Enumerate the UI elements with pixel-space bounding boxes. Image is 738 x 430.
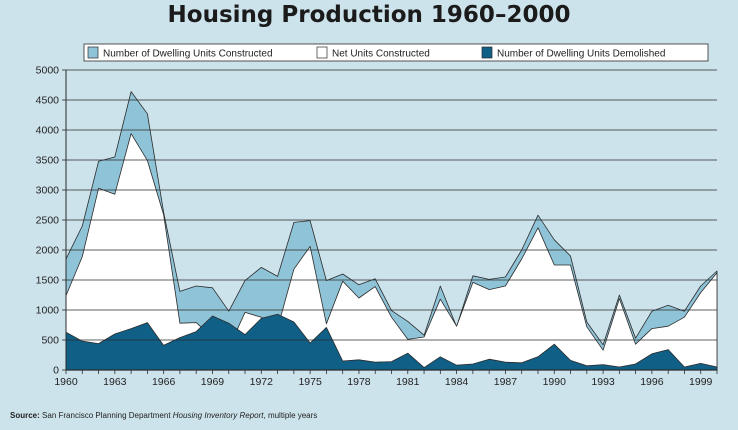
x-tick-label: 1963 [103, 376, 127, 388]
y-tick-label: 2000 [36, 245, 60, 257]
source-label: Source: [10, 411, 40, 420]
x-axis: 1960 1963 1966 1969 1972 1975 1978 1981 1984 1987… [54, 370, 718, 388]
legend-swatch-net [316, 46, 328, 59]
x-tick-label: 1975 [298, 376, 322, 388]
x-tick-label: 1981 [396, 376, 420, 388]
x-tick-label: 1960 [54, 376, 78, 388]
y-tick-label: 3500 [36, 155, 60, 167]
net-area [65, 133, 718, 371]
source-report: Housing Inventory Report [172, 411, 264, 420]
x-tick-label: 1990 [543, 376, 567, 388]
legend-swatch-constructed [87, 46, 99, 59]
y-tick-label: 1500 [36, 275, 60, 287]
x-tick-label: 1972 [250, 376, 274, 388]
chart-title: Housing Production 1960–2000 [167, 2, 571, 28]
legend-label: Net Units Constructed [332, 49, 430, 60]
y-tick-label: 2500 [36, 215, 60, 227]
source-suffix: , multiple years [263, 411, 318, 420]
x-tick-label: 1969 [201, 376, 225, 388]
y-tick-label: 4500 [36, 95, 60, 107]
x-tick-label: 1966 [152, 376, 176, 388]
plot-area [65, 69, 718, 371]
legend-swatch-demolished [481, 46, 493, 59]
x-tick-label: 1993 [591, 376, 615, 388]
x-tick-label: 1996 [640, 376, 664, 388]
legend-box [83, 43, 709, 62]
y-axis: 0 500 1000 1500 2000 2500 3000 3500 4000 4500 5000 [36, 65, 67, 377]
legend-label: Number of Dwelling Units Constructed [103, 49, 273, 60]
x-tick-label: 1984 [445, 376, 469, 388]
demolished-area [65, 313, 718, 371]
y-tick-label: 3000 [36, 185, 60, 197]
y-tick-label: 0 [53, 365, 59, 377]
x-tick-label: 1978 [347, 376, 371, 388]
y-tick-label: 5000 [36, 65, 60, 77]
x-tick-label: 1999 [689, 376, 713, 388]
source-text: San Francisco Planning Department [42, 411, 171, 420]
y-tick-label: 1000 [36, 305, 60, 317]
legend: Number of Dwelling Units Constructed Net … [83, 43, 709, 62]
source-note: Source: San Francisco Planning Departmen… [10, 411, 317, 420]
legend-label: Number of Dwelling Units Demolished [497, 49, 665, 60]
x-tick-label: 1987 [494, 376, 518, 388]
y-tick-label: 4000 [36, 125, 60, 137]
y-tick-label: 500 [41, 335, 59, 347]
